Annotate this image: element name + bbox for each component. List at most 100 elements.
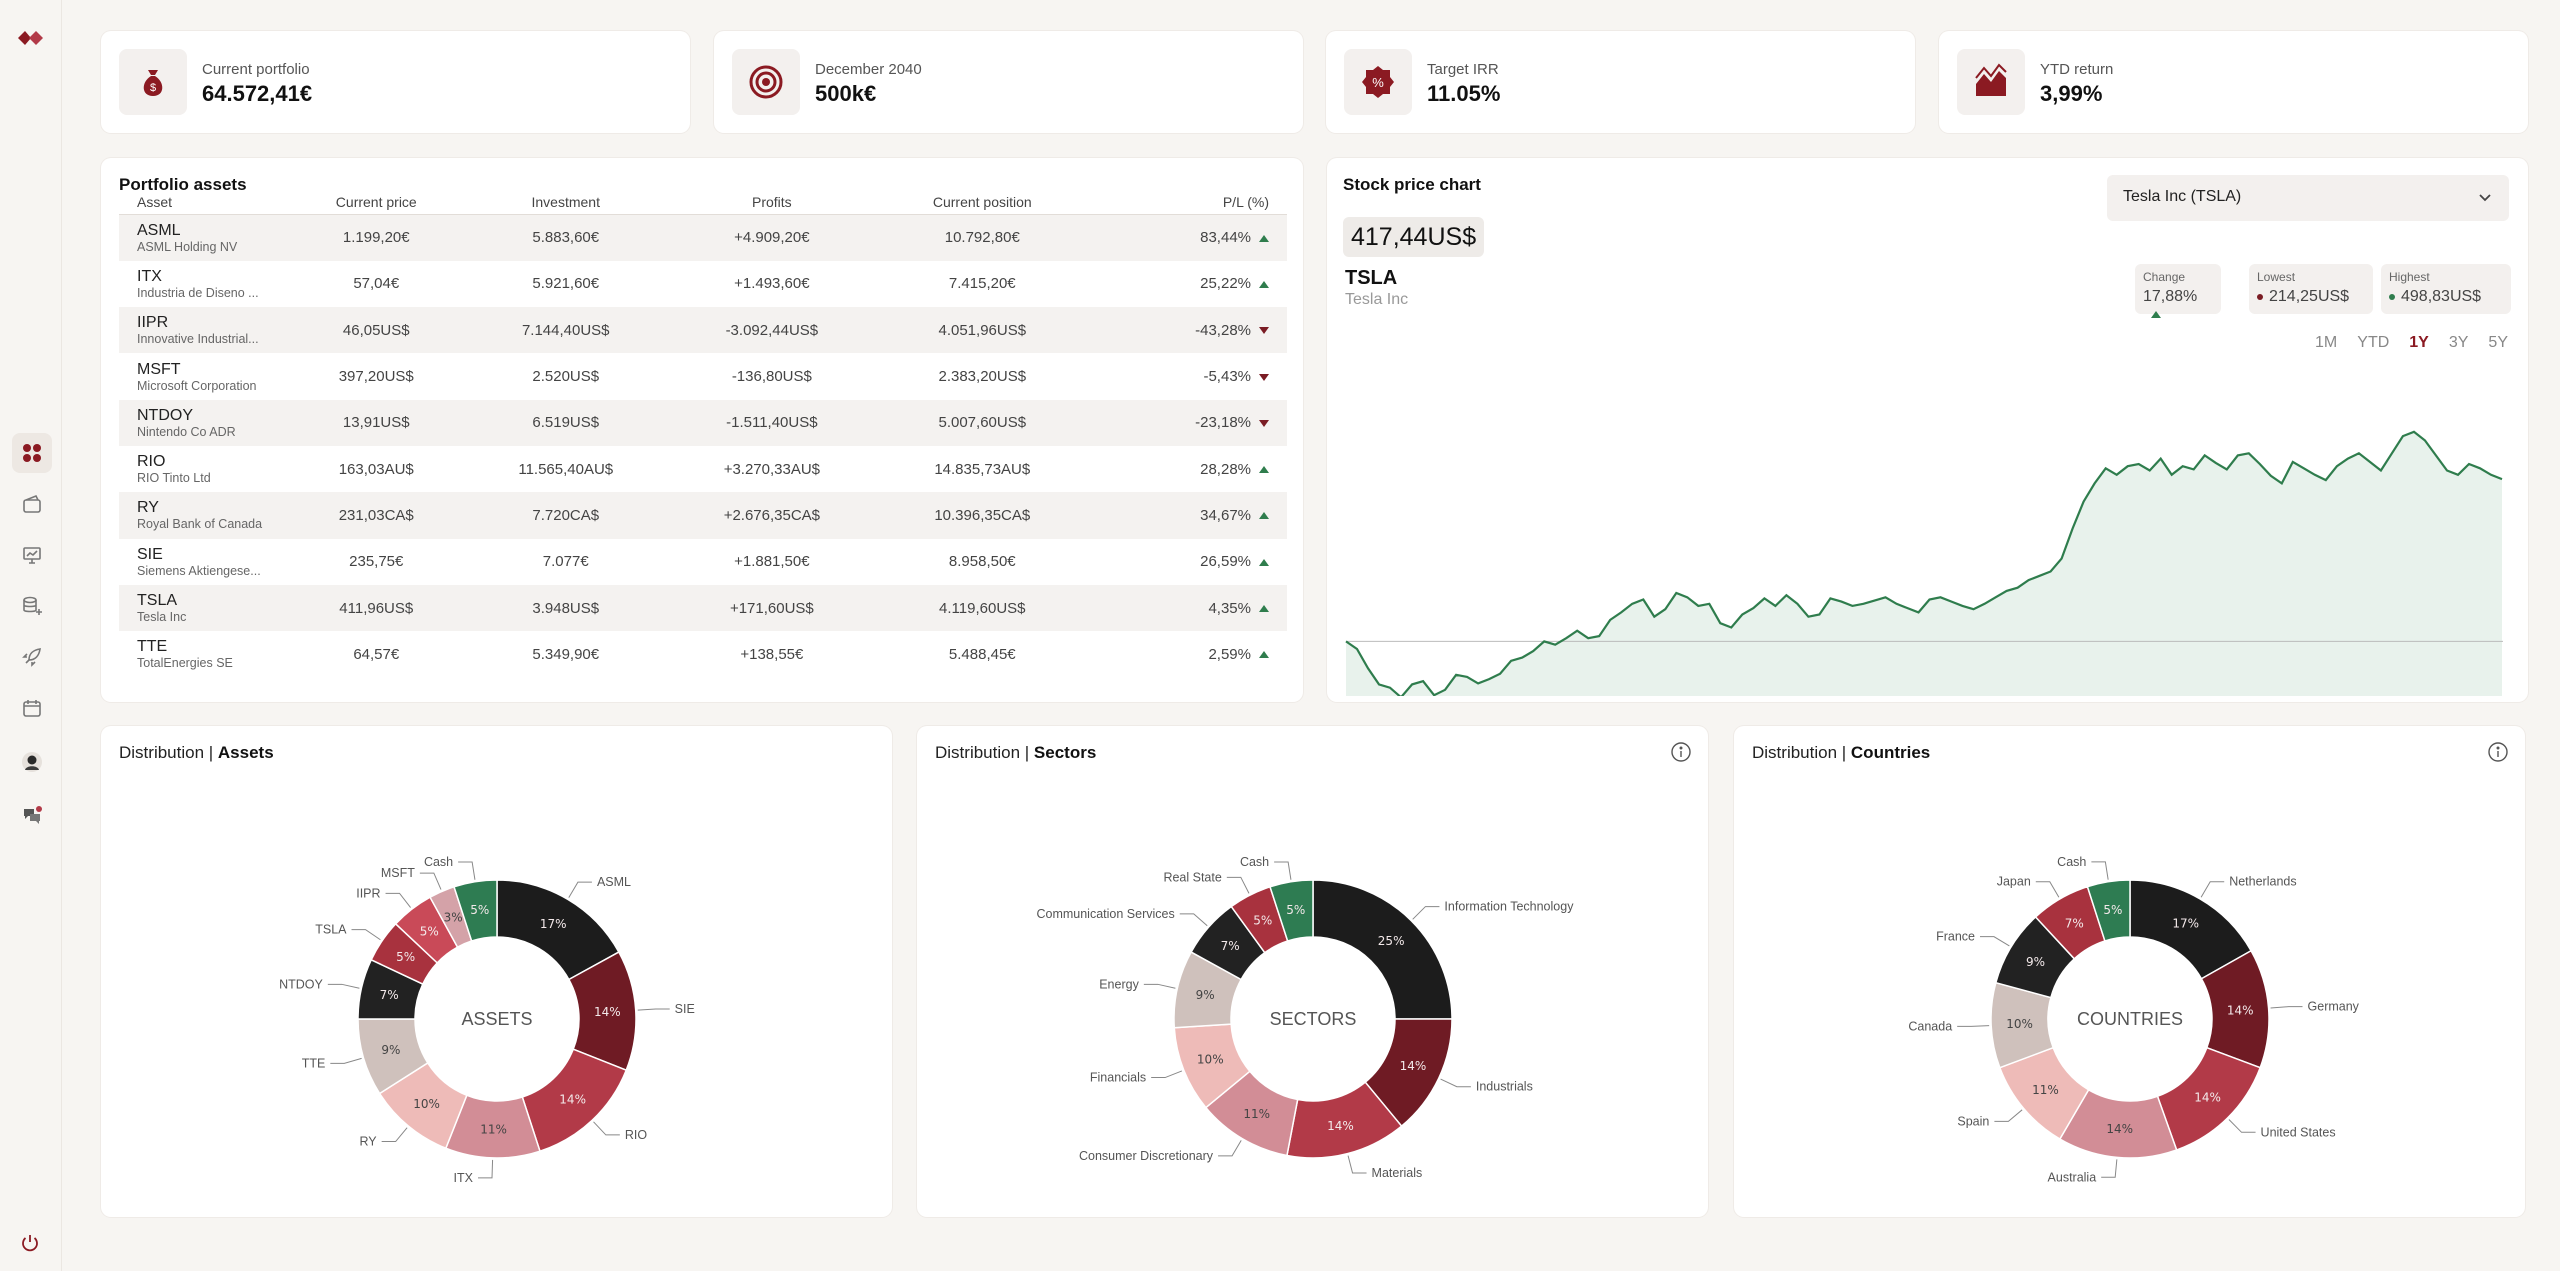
- ticker-name: Tesla Inc: [1345, 291, 1409, 308]
- nav-dashboard[interactable]: [12, 433, 52, 473]
- asset-cell: TSLA Tesla Inc: [119, 584, 289, 632]
- asset-symbol: NTDOY: [137, 406, 193, 424]
- donut-slice[interactable]: [2086, 879, 2131, 942]
- pl-value: 2,59%: [1208, 645, 1251, 663]
- donut-slice[interactable]: [1312, 879, 1453, 1020]
- nav-rocket[interactable]: [12, 637, 52, 677]
- investment-cell: 7.720CA$: [463, 492, 668, 539]
- leader-line: [593, 1121, 620, 1136]
- pl-value: -5,43%: [1203, 368, 1251, 386]
- column-header[interactable]: Asset: [119, 194, 289, 215]
- current-price: 417,44US$: [1343, 217, 1485, 257]
- nav-calendar[interactable]: [12, 688, 52, 728]
- table-row[interactable]: RY Royal Bank of Canada 231,03CA$ 7.720CA$ +…: [119, 492, 1287, 539]
- leader-line: [330, 1057, 362, 1064]
- nav-wallet[interactable]: [12, 484, 52, 524]
- asset-symbol: RIO: [137, 453, 166, 471]
- price-cell: 64,57€: [353, 645, 400, 663]
- column-header[interactable]: Current position: [875, 194, 1089, 215]
- asset-symbol: MSFT: [137, 360, 181, 378]
- slice-category-label: Australia: [2048, 1170, 2097, 1184]
- arrow-down-icon: [1259, 419, 1269, 427]
- column-header[interactable]: Profits: [667, 194, 876, 215]
- nav-profile[interactable]: [12, 742, 52, 782]
- table-row[interactable]: SIE Siemens Aktiengese... 235,75€ 7.077€ +1.…: [119, 539, 1287, 585]
- pl-value: -23,18%: [1195, 414, 1251, 432]
- pl-value: 25,22%: [1200, 275, 1251, 293]
- svg-text:%: %: [1372, 75, 1384, 90]
- column-header[interactable]: P/L (%): [1088, 194, 1287, 215]
- column-header[interactable]: Investment: [463, 194, 668, 215]
- distribution-assets-card: Distribution | Assets 17% ASML 14% SIE 14% RI…: [101, 726, 892, 1217]
- slice-percent-label: 11%: [2032, 1083, 2059, 1097]
- slice-category-label: TSLA: [315, 923, 347, 937]
- table-row[interactable]: NTDOY Nintendo Co ADR 13,91US$ 6.519US$ -1.5…: [119, 399, 1287, 446]
- slice-category-label: Spain: [1957, 1114, 1989, 1128]
- app-logo[interactable]: [16, 26, 46, 50]
- asset-name: TotalEnergies SE: [137, 656, 233, 671]
- title-bold: Sectors: [1033, 743, 1097, 762]
- range-1m[interactable]: 1M: [2315, 334, 2338, 351]
- range-selector: 1M YTD 1Y 3Y 5Y: [2315, 334, 2508, 352]
- asset-symbol: TTE: [137, 638, 168, 656]
- pl-cell: -43,28%: [1088, 307, 1287, 354]
- donut-slice[interactable]: [453, 879, 498, 942]
- stat-value-text: 214,25US$: [2269, 288, 2350, 305]
- donut-center-label: SECTORS: [1270, 1009, 1357, 1029]
- slice-percent-label: 5%: [470, 903, 489, 917]
- asset-name: Siemens Aktiengese...: [137, 563, 261, 578]
- price-cell: 235,75€: [349, 553, 404, 571]
- stock-select[interactable]: Tesla Inc (TSLA): [2107, 175, 2509, 221]
- kpi-target-irr: % Target IRR 11.05%: [1326, 31, 1915, 133]
- asset-cell: NTDOY Nintendo Co ADR: [119, 399, 289, 446]
- donut-slice[interactable]: [1269, 879, 1314, 942]
- kpi-value: 11.05%: [1427, 81, 1501, 106]
- range-3y[interactable]: 3Y: [2448, 334, 2469, 351]
- table-row[interactable]: IIPR Innovative Industrial... 46,05US$ 7.14…: [119, 307, 1287, 354]
- info-icon[interactable]: [1670, 741, 1692, 763]
- table-row[interactable]: TTE TotalEnergies SE 64,57€ 5.349,90€ +138,5…: [119, 631, 1287, 677]
- svg-text:$: $: [150, 82, 156, 94]
- table-row[interactable]: ITX Industria de Diseno ... 57,04€ 5.921,60…: [119, 261, 1287, 307]
- table-row[interactable]: MSFT Microsoft Corporation 397,20US$ 2.520U…: [119, 353, 1287, 399]
- range-5y[interactable]: 5Y: [2488, 334, 2508, 351]
- asset-cell: IIPR Innovative Industrial...: [119, 307, 289, 354]
- profit-cell: +3.270,33AU$: [723, 460, 821, 478]
- slice-percent-label: 7%: [2065, 917, 2084, 931]
- arrow-up-icon: [1259, 512, 1269, 520]
- pl-cell: 4,35%: [1088, 584, 1287, 632]
- asset-symbol: ITX: [137, 267, 162, 285]
- power-icon[interactable]: [20, 1233, 40, 1253]
- price-cell: 13,91US$: [289, 399, 464, 446]
- nav-chat[interactable]: [12, 795, 52, 835]
- info-icon[interactable]: [2487, 741, 2509, 763]
- range-ytd[interactable]: YTD: [2357, 334, 2390, 351]
- nav-presentation[interactable]: [12, 535, 52, 575]
- stock-chart-card: Stock price chart Tesla Inc (TSLA) 417,4…: [1327, 158, 2528, 702]
- table-row[interactable]: ASML ASML Holding NV 1.199,20€ 5.883,60€ +4.…: [119, 214, 1287, 261]
- arrow-up-icon: [1259, 651, 1269, 659]
- stat-label: Lowest: [2257, 270, 2296, 284]
- column-header[interactable]: Current price: [289, 194, 464, 215]
- percent-badge-icon: %: [1362, 66, 1394, 98]
- slice-percent-label: 14%: [2227, 1003, 2254, 1017]
- profit-cell: -1.511,40US$: [667, 399, 876, 446]
- range-1y[interactable]: 1Y: [2409, 334, 2429, 351]
- position-cell: 5.488,45€: [948, 645, 1016, 663]
- slice-category-label: Energy: [1099, 977, 1139, 991]
- position-cell: 10.396,35CA$: [875, 492, 1089, 539]
- kpi-ytd-return: YTD return 3,99%: [1939, 31, 2528, 133]
- table-row[interactable]: TSLA Tesla Inc 411,96US$ 3.948US$ +171,60US$…: [119, 584, 1287, 632]
- kpi-value: 500k€: [815, 81, 877, 106]
- chart-price-line: [1345, 430, 2503, 696]
- kpi-value: 3,99%: [2040, 81, 2103, 106]
- card-title: Distribution | Countries: [1752, 743, 1930, 763]
- leader-line: [2091, 861, 2109, 880]
- stat-value-text: 17,88%: [2143, 288, 2198, 305]
- nav-database-add[interactable]: [12, 586, 52, 626]
- investment-cell: 5.883,60€: [463, 214, 668, 261]
- table-row[interactable]: RIO RIO Tinto Ltd 163,03AU$ 11.565,40AU$ +3.…: [119, 446, 1287, 492]
- investment-cell: 11.565,40AU$: [518, 460, 614, 478]
- arrow-up-icon: [1259, 466, 1269, 474]
- asset-name: ASML Holding NV: [137, 239, 238, 254]
